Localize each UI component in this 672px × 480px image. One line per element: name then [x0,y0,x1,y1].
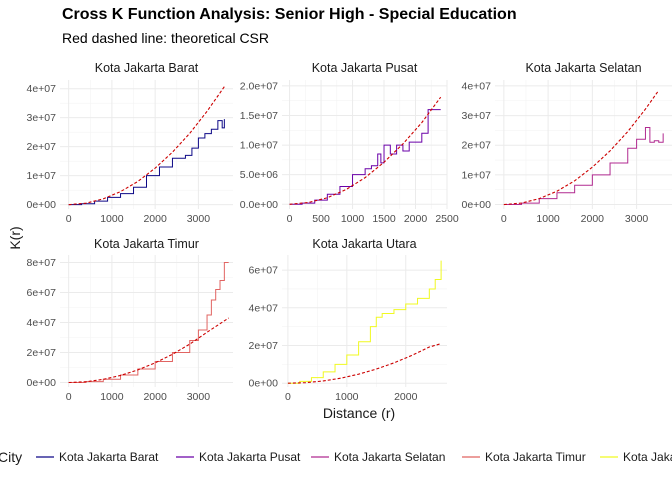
legend-label: Kota Jakarta Timur [485,450,586,464]
csr-theoretical-line [68,86,225,206]
x-tick-label: 0 [287,213,293,225]
facet-strip-label: Kota Jakarta Selatan [525,61,641,75]
panel-kota-jakarta-barat: 0 1000 2000 3000 0e+00 1e+07 2e+07 3e+07 4e+07 Ko… [27,61,233,225]
x-tick-label: 1000 [335,391,359,403]
y-tick-label: 0e+00 [462,199,492,211]
y-tick-label: 0e+00 [249,378,279,390]
x-tick-label: 2000 [143,213,167,225]
x-tick-label: 2500 [435,213,459,225]
observed-k-line [503,126,664,206]
observed-k-line [287,260,442,384]
y-tick-label: 3e+07 [462,110,492,122]
x-tick-label: 0 [285,391,291,403]
x-tick-label: 1500 [372,213,396,225]
y-tick-label: 0e+00 [27,199,57,211]
x-tick-label: 1000 [100,391,124,403]
panels-group: 0 1000 2000 3000 0e+00 1e+07 2e+07 3e+07 4e+07 Ko… [27,61,672,403]
y-tick-label: 3e+07 [27,112,57,124]
x-tick-label: 1000 [536,213,560,225]
y-tick-label: 8e+07 [27,257,57,269]
x-tick-label: 3000 [187,213,211,225]
y-tick-label: 0e+00 [27,377,57,389]
facet-strip-label: Kota Jakarta Barat [95,61,199,75]
y-tick-label: 1e+07 [462,169,492,181]
y-tick-label: 2e+07 [27,347,57,359]
legend-item-kota-jakarta-barat: Kota Jakarta Barat [36,450,159,464]
legend-item-kota-jakarta-timur: Kota Jakarta Timur [462,450,586,464]
y-tick-label: 1.5e+07 [240,110,278,122]
y-tick-label: 4e+07 [462,80,492,92]
x-tick-label: 2000 [581,213,605,225]
y-tick-label: 1.0e+07 [240,140,278,152]
y-tick-label: 4e+07 [27,83,57,95]
y-tick-label: 2.0e+07 [240,80,278,92]
y-tick-label: 1e+07 [27,170,57,182]
y-tick-label: 2e+07 [462,140,492,152]
observed-k-line [289,109,441,205]
x-tick-label: 0 [66,391,72,403]
chart-subtitle: Red dashed line: theoretical CSR [62,30,270,46]
panel-kota-jakarta-pusat: 0 500 1000 1500 2000 2500 0.0e+00 5.0e+06 1.0e+0… [240,61,459,225]
legend-item-kota-jakarta-utara: Kota Jakarta Utara [600,450,672,464]
y-tick-label: 0.0e+00 [240,199,278,211]
x-tick-label: 3000 [625,213,649,225]
x-axis-title: Distance (r) [323,405,395,421]
y-tick-label: 2e+07 [27,141,57,153]
csr-theoretical-line [68,317,229,384]
facet-strip-label: Kota Jakarta Timur [94,237,199,251]
panel-kota-jakarta-utara: 0 1000 2000 0e+00 2e+07 4e+07 6e+07 Kota Jakart… [249,237,447,403]
legend-label: Kota Jakarta Selatan [334,450,445,464]
y-tick-label: 4e+07 [27,317,57,329]
legend-title: City [0,449,22,465]
y-tick-label: 5.0e+06 [240,169,278,181]
observed-k-line [68,262,229,383]
legend-label: Kota Jakarta Pusat [199,450,301,464]
facet-strip-label: Kota Jakarta Pusat [312,61,418,75]
facet-strip-label: Kota Jakarta Utara [312,237,416,251]
x-tick-label: 2000 [143,391,167,403]
chart-title: Cross K Function Analysis: Senior High -… [62,6,517,23]
csr-theoretical-line [289,96,442,205]
x-tick-label: 3000 [187,391,211,403]
x-tick-label: 2000 [394,391,418,403]
legend-item-kota-jakarta-selatan: Kota Jakarta Selatan [311,450,445,464]
legend-label: Kota Jakarta Barat [59,450,159,464]
x-tick-label: 500 [312,213,330,225]
y-tick-label: 6e+07 [27,287,57,299]
csr-theoretical-line [287,343,442,384]
csr-theoretical-line [503,90,660,206]
panel-kota-jakarta-selatan: 0 1000 2000 3000 0e+00 1e+07 2e+07 3e+07 4e+07 Ko… [462,61,672,225]
x-tick-label: 0 [66,213,72,225]
y-tick-label: 2e+07 [249,340,279,352]
y-tick-label: 6e+07 [249,265,279,277]
x-tick-label: 1000 [100,213,124,225]
panel-kota-jakarta-timur: 0 1000 2000 3000 0e+00 2e+07 4e+07 6e+07 8e+07 Ko… [27,237,233,403]
observed-k-line [68,119,225,206]
y-tick-label: 4e+07 [249,302,279,314]
legend-label: Kota Jakarta Utara [623,450,672,464]
x-tick-label: 2000 [404,213,428,225]
legend-item-kota-jakarta-pusat: Kota Jakarta Pusat [176,450,301,464]
x-tick-label: 0 [501,213,507,225]
y-axis-title: K(r) [7,226,23,249]
x-tick-label: 1000 [341,213,365,225]
legend: City Kota Jakarta Barat Kota Jakarta Pusa… [0,449,672,465]
